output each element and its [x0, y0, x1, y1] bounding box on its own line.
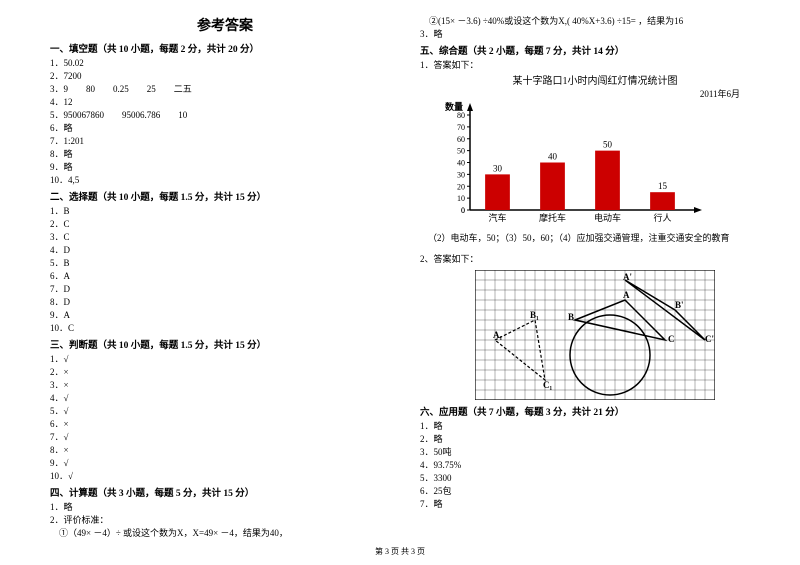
s6-i: 6．25包 [420, 485, 770, 498]
s1-i: 1．50.02 [50, 57, 400, 70]
svg-text:70: 70 [457, 123, 465, 132]
s3-i: 3．× [50, 379, 400, 392]
s6-i: 2．略 [420, 433, 770, 446]
s6-i: 5．3300 [420, 472, 770, 485]
s4-i: ①（49× －4）÷ 或设这个数为X，X=49× －4，结果为40， [50, 527, 400, 540]
s2-i: 8．D [50, 296, 400, 309]
s6-i: 4．93.75% [420, 459, 770, 472]
chart-title: 某十字路口1小时内闯红灯情况统计图 [420, 72, 770, 87]
section1-title: 一、填空题（共 10 小题，每题 2 分，共计 20 分） [50, 41, 400, 55]
svg-text:A': A' [623, 272, 632, 282]
section2-title: 二、选择题（共 10 小题，每题 1.5 分，共计 15 分） [50, 189, 400, 203]
s2-i: 6．A [50, 270, 400, 283]
s3-i: 2．× [50, 366, 400, 379]
s3-i: 9．√ [50, 457, 400, 470]
section4-title: 四、计算题（共 3 小题，每题 5 分，共计 15 分） [50, 485, 400, 499]
s1-i: 7．1:201 [50, 135, 400, 148]
section6-title: 六、应用题（共 7 小题，每题 3 分，共计 21 分） [420, 404, 770, 418]
svg-text:行人: 行人 [653, 212, 671, 223]
s2-i: 7．D [50, 283, 400, 296]
s2-i: 5．B [50, 257, 400, 270]
svg-text:B': B' [675, 300, 684, 310]
s3-i: 6．× [50, 418, 400, 431]
svg-text:20: 20 [457, 182, 465, 191]
left-column: 参考答案 一、填空题（共 10 小题，每题 2 分，共计 20 分） 1．50.… [50, 15, 410, 540]
svg-text:C: C [668, 334, 675, 344]
svg-text:A: A [623, 290, 630, 300]
s1-i: 8．略 [50, 148, 400, 161]
svg-text:80: 80 [457, 111, 465, 120]
s1-i: 9．略 [50, 161, 400, 174]
svg-text:15: 15 [658, 181, 668, 191]
svg-text:0: 0 [461, 206, 465, 215]
s6-i: 3．50吨 [420, 446, 770, 459]
svg-text:50: 50 [457, 147, 465, 156]
s2-i: 9．A [50, 309, 400, 322]
s6-i: 1．略 [420, 420, 770, 433]
s1-i: 6．略 [50, 122, 400, 135]
geometry-figure: A₁ B₁ C₁ B A C A' B' C' [475, 270, 715, 400]
svg-text:40: 40 [548, 152, 558, 162]
s3-i: 7．√ [50, 431, 400, 444]
s2-i: 1．B [50, 205, 400, 218]
svg-text:40: 40 [457, 159, 465, 168]
chart-subtitle: 2011年6月 [420, 87, 770, 100]
svg-text:A₁: A₁ [493, 330, 502, 340]
s1-i: 3．9 80 0.25 25 二五 [50, 83, 400, 96]
chart-caption: （2）电动车，50；（3）50，60；（4）应加强交通管理，注重交通安全的教育 [420, 230, 770, 247]
page-footer: 第 3 页 共 3 页 [0, 546, 800, 557]
s4-i: 2．评价标准： [50, 514, 400, 527]
svg-text:C₁: C₁ [543, 380, 552, 390]
page: 参考答案 一、填空题（共 10 小题，每题 2 分，共计 20 分） 1．50.… [0, 0, 800, 540]
s3-i: 1．√ [50, 353, 400, 366]
s3-i: 10．√ [50, 470, 400, 483]
s2-i: 2．C [50, 218, 400, 231]
s2-i: 3．C [50, 231, 400, 244]
svg-text:B₁: B₁ [530, 310, 539, 320]
s4b: ②(15× －3.6) ÷40%或设这个数为X,( 40%X+3.6) ÷15=… [420, 15, 770, 28]
s3-i: 4．√ [50, 392, 400, 405]
s2-i: 4．D [50, 244, 400, 257]
s3-i: 5．√ [50, 405, 400, 418]
s1-i: 4．12 [50, 96, 400, 109]
svg-text:30: 30 [457, 170, 465, 179]
s2-i: 10．C [50, 322, 400, 335]
section3-title: 三、判断题（共 10 小题，每题 1.5 分，共计 15 分） [50, 337, 400, 351]
section5-title: 五、综合题（共 2 小题，每题 7 分，共计 14 分） [420, 43, 770, 57]
right-column: ②(15× －3.6) ÷40%或设这个数为X,( 40%X+3.6) ÷15=… [410, 15, 770, 540]
s6-i: 7．略 [420, 498, 770, 511]
svg-text:B: B [568, 312, 574, 322]
main-title: 参考答案 [50, 15, 400, 35]
svg-text:30: 30 [493, 163, 503, 173]
svg-text:50: 50 [603, 140, 613, 150]
s4-i: 1．略 [50, 501, 400, 514]
svg-text:汽车: 汽车 [488, 212, 506, 223]
svg-text:电动车: 电动车 [594, 212, 621, 223]
s4c: 3．略 [420, 28, 770, 41]
svg-text:C': C' [705, 334, 714, 344]
s5-l2: 2、答案如下： [420, 253, 770, 266]
svg-text:60: 60 [457, 135, 465, 144]
bar-chart: 数量01020304050607080030汽车40摩托车50电动车15行人 [420, 100, 720, 230]
s1-i: 5．950067860 95006.786 10 [50, 109, 400, 122]
svg-text:10: 10 [457, 194, 465, 203]
s1-i: 2．7200 [50, 70, 400, 83]
s5-l1: 1．答案如下： [420, 59, 770, 72]
s3-i: 8．× [50, 444, 400, 457]
svg-text:摩托车: 摩托车 [539, 212, 566, 223]
s1-i: 10．4,5 [50, 174, 400, 187]
